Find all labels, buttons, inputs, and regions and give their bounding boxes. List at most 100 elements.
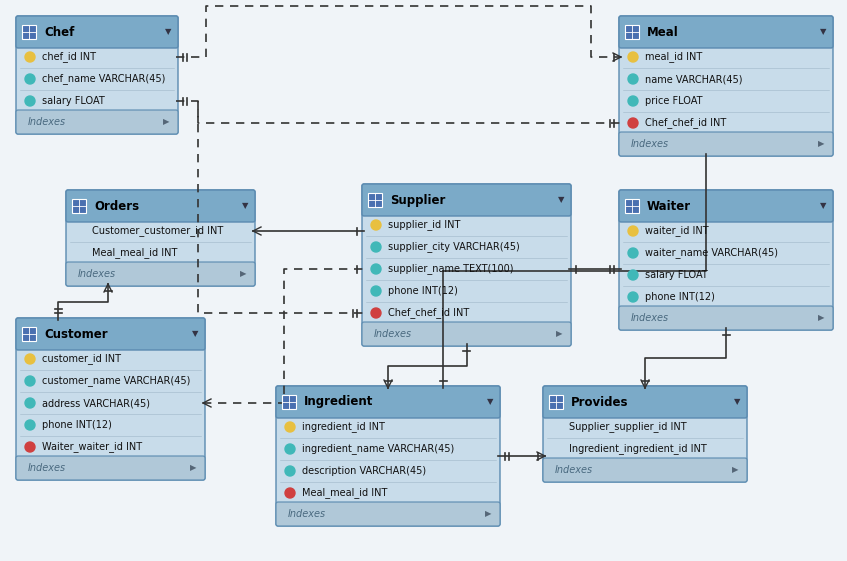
FancyBboxPatch shape <box>276 502 500 526</box>
Circle shape <box>371 242 381 252</box>
Circle shape <box>25 376 35 386</box>
Text: Ingredient: Ingredient <box>304 396 374 408</box>
Circle shape <box>25 420 35 430</box>
FancyBboxPatch shape <box>16 318 205 480</box>
Text: Indexes: Indexes <box>631 313 669 323</box>
FancyBboxPatch shape <box>22 327 36 341</box>
Text: Indexes: Indexes <box>28 463 66 473</box>
FancyBboxPatch shape <box>543 386 747 482</box>
Text: waiter_name VARCHAR(45): waiter_name VARCHAR(45) <box>645 247 778 259</box>
Text: Meal_meal_id INT: Meal_meal_id INT <box>302 488 387 499</box>
Circle shape <box>25 96 35 106</box>
Circle shape <box>25 398 35 408</box>
Text: phone INT(12): phone INT(12) <box>645 292 715 302</box>
FancyBboxPatch shape <box>66 190 255 222</box>
Text: ▶: ▶ <box>240 269 246 278</box>
Circle shape <box>25 74 35 84</box>
FancyBboxPatch shape <box>619 16 833 48</box>
Text: name VARCHAR(45): name VARCHAR(45) <box>645 74 743 84</box>
Circle shape <box>371 264 381 274</box>
Text: Chef_chef_id INT: Chef_chef_id INT <box>388 307 469 319</box>
Text: Waiter_waiter_id INT: Waiter_waiter_id INT <box>42 442 142 453</box>
Text: Indexes: Indexes <box>28 117 66 127</box>
Circle shape <box>285 488 295 498</box>
Text: supplier_city VARCHAR(45): supplier_city VARCHAR(45) <box>388 242 520 252</box>
Text: Meal: Meal <box>647 25 678 39</box>
Circle shape <box>628 248 638 258</box>
FancyBboxPatch shape <box>16 16 178 48</box>
Text: Indexes: Indexes <box>374 329 412 339</box>
Text: customer_id INT: customer_id INT <box>42 353 121 365</box>
FancyBboxPatch shape <box>16 110 178 134</box>
Text: Customer: Customer <box>44 328 108 341</box>
FancyBboxPatch shape <box>368 193 382 207</box>
Circle shape <box>25 354 35 364</box>
FancyBboxPatch shape <box>362 184 571 216</box>
Text: Indexes: Indexes <box>78 269 116 279</box>
FancyBboxPatch shape <box>72 199 86 213</box>
Text: phone INT(12): phone INT(12) <box>388 286 458 296</box>
Text: Orders: Orders <box>94 200 139 213</box>
Text: Indexes: Indexes <box>555 465 593 475</box>
Circle shape <box>371 308 381 318</box>
Text: ▼: ▼ <box>191 329 198 338</box>
FancyBboxPatch shape <box>543 458 747 482</box>
Text: Waiter: Waiter <box>647 200 691 213</box>
Circle shape <box>628 226 638 236</box>
Text: chef_id INT: chef_id INT <box>42 52 96 62</box>
Circle shape <box>285 422 295 432</box>
Text: address VARCHAR(45): address VARCHAR(45) <box>42 398 150 408</box>
FancyBboxPatch shape <box>282 395 296 409</box>
Circle shape <box>371 286 381 296</box>
FancyBboxPatch shape <box>625 25 639 39</box>
Text: ingredient_name VARCHAR(45): ingredient_name VARCHAR(45) <box>302 444 454 454</box>
Circle shape <box>25 52 35 62</box>
FancyBboxPatch shape <box>625 199 639 213</box>
Text: Chef_chef_id INT: Chef_chef_id INT <box>645 118 726 128</box>
Text: ▼: ▼ <box>734 398 740 407</box>
FancyBboxPatch shape <box>619 190 833 330</box>
Text: ▼: ▼ <box>820 27 827 36</box>
Text: ingredient_id INT: ingredient_id INT <box>302 421 385 433</box>
Circle shape <box>285 466 295 476</box>
Circle shape <box>628 96 638 106</box>
Text: Chef: Chef <box>44 25 75 39</box>
Text: ▼: ▼ <box>487 398 493 407</box>
Text: waiter_id INT: waiter_id INT <box>645 226 709 236</box>
Circle shape <box>628 118 638 128</box>
Text: meal_id INT: meal_id INT <box>645 52 702 62</box>
Text: Meal_meal_id INT: Meal_meal_id INT <box>92 247 177 259</box>
Circle shape <box>628 270 638 280</box>
Text: Indexes: Indexes <box>288 509 326 519</box>
FancyBboxPatch shape <box>16 318 205 350</box>
Text: ▼: ▼ <box>558 195 564 205</box>
Circle shape <box>628 292 638 302</box>
Text: ▶: ▶ <box>817 314 824 323</box>
FancyBboxPatch shape <box>543 386 747 418</box>
Text: ▶: ▶ <box>163 117 169 126</box>
Text: salary FLOAT: salary FLOAT <box>645 270 708 280</box>
Text: ▶: ▶ <box>556 329 562 338</box>
FancyBboxPatch shape <box>22 25 36 39</box>
FancyBboxPatch shape <box>276 386 500 418</box>
FancyBboxPatch shape <box>619 190 833 222</box>
FancyBboxPatch shape <box>619 132 833 156</box>
Circle shape <box>285 444 295 454</box>
FancyBboxPatch shape <box>66 262 255 286</box>
FancyBboxPatch shape <box>619 16 833 156</box>
FancyBboxPatch shape <box>16 456 205 480</box>
Text: Supplier_supplier_id INT: Supplier_supplier_id INT <box>569 421 687 433</box>
Text: customer_name VARCHAR(45): customer_name VARCHAR(45) <box>42 375 191 387</box>
Text: supplier_id INT: supplier_id INT <box>388 219 461 231</box>
Text: supplier_name TEXT(100): supplier_name TEXT(100) <box>388 264 513 274</box>
Text: phone INT(12): phone INT(12) <box>42 420 112 430</box>
Text: ▶: ▶ <box>732 466 739 475</box>
FancyBboxPatch shape <box>276 386 500 526</box>
Text: Customer_customer_id INT: Customer_customer_id INT <box>92 226 224 236</box>
Text: Provides: Provides <box>571 396 628 408</box>
Text: ▶: ▶ <box>817 140 824 149</box>
Text: Ingredient_ingredient_id INT: Ingredient_ingredient_id INT <box>569 444 706 454</box>
Circle shape <box>628 52 638 62</box>
Circle shape <box>25 442 35 452</box>
FancyBboxPatch shape <box>549 395 563 409</box>
